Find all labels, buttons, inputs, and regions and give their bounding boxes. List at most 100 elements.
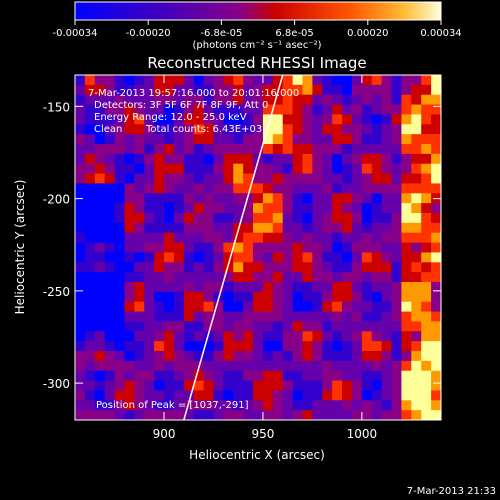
heatmap-cell	[282, 321, 294, 332]
heatmap-cell	[223, 84, 234, 96]
heatmap-cell	[322, 262, 333, 273]
heatmap-cell	[302, 242, 313, 253]
heatmap-cell	[134, 222, 145, 234]
heatmap-cell	[75, 232, 86, 244]
heatmap-cell	[193, 203, 205, 214]
plot-frame	[74, 74, 442, 421]
heatmap-cell	[401, 282, 412, 293]
heatmap-cell	[391, 331, 402, 342]
heatmap-cell	[302, 341, 313, 352]
heatmap-cell	[233, 301, 244, 313]
colorbar-tick-label: 0.00020	[347, 28, 388, 39]
heatmap-cell	[312, 203, 323, 214]
heatmap-cell	[361, 370, 373, 382]
heatmap-cell	[144, 104, 155, 115]
heatmap-cell	[342, 400, 353, 411]
heatmap-cell	[381, 232, 393, 244]
heatmap-cell	[371, 311, 383, 322]
heatmap-cell	[193, 321, 205, 332]
heatmap-cell	[253, 390, 264, 401]
heatmap-cell	[173, 252, 185, 263]
heatmap-cell	[253, 360, 264, 372]
heatmap-cell	[332, 242, 343, 253]
heatmap-cell	[104, 321, 116, 332]
heatmap-cell	[134, 124, 145, 135]
heatmap-cell	[253, 144, 264, 155]
heatmap-cell	[421, 321, 432, 332]
colorbar-tick-label: 6.8e-05	[275, 28, 313, 39]
heatmap-cell	[124, 252, 135, 263]
heatmap-cell	[431, 84, 442, 96]
heatmap-cell	[213, 262, 224, 273]
heatmap-cell	[411, 144, 422, 155]
heatmap-cell	[282, 390, 294, 401]
heatmap-cell	[223, 272, 234, 283]
heatmap-cell	[84, 163, 96, 175]
heatmap-cell	[391, 134, 402, 145]
heatmap-cell	[243, 134, 254, 145]
heatmap-cell	[203, 410, 214, 421]
heatmap-cell	[164, 153, 175, 165]
heatmap-cell	[193, 331, 205, 342]
heatmap-cell	[164, 114, 175, 125]
heatmap-cell	[431, 370, 442, 382]
heatmap-cell	[361, 242, 373, 253]
heatmap-cell	[401, 104, 412, 115]
heatmap-cell	[312, 84, 323, 96]
heatmap-cell	[312, 351, 323, 362]
heatmap-cell	[94, 262, 106, 273]
heatmap-cell	[322, 173, 333, 184]
heatmap-cell	[173, 341, 185, 352]
heatmap-cell	[371, 193, 383, 204]
heatmap-cell	[124, 341, 135, 352]
heatmap-cell	[411, 272, 422, 283]
heatmap-cell	[253, 114, 264, 125]
heatmap-cell	[282, 370, 294, 382]
heatmap-cell	[193, 75, 205, 86]
heatmap-cell	[75, 282, 86, 293]
heatmap-cell	[183, 341, 195, 352]
heatmap-cell	[322, 104, 333, 115]
heatmap-cell	[401, 173, 412, 184]
heatmap-cell	[173, 410, 185, 421]
heatmap-cell	[124, 321, 135, 332]
heatmap-cell	[391, 75, 402, 86]
heatmap-cell	[233, 262, 244, 273]
heatmap-cell	[262, 84, 274, 96]
heatmap-cell	[154, 390, 165, 401]
heatmap-cell	[134, 75, 145, 86]
heatmap-cell	[262, 282, 274, 293]
heatmap-cell	[282, 193, 294, 204]
heatmap-cell	[292, 183, 304, 194]
heatmap-cell	[342, 272, 353, 283]
heatmap-cell	[193, 84, 205, 96]
heatmap-cell	[253, 351, 264, 362]
heatmap-cell	[144, 232, 155, 244]
heatmap-cell	[213, 134, 224, 145]
heatmap-cell	[312, 163, 323, 175]
heatmap-cell	[124, 232, 135, 244]
heatmap-cell	[144, 183, 155, 194]
heatmap-cell	[302, 114, 313, 125]
heatmap-cell	[361, 213, 373, 224]
heatmap-cell	[322, 75, 333, 86]
heatmap-cell	[124, 213, 135, 224]
heatmap-cell	[421, 331, 432, 342]
heatmap-cell	[361, 75, 373, 86]
heatmap-cell	[253, 213, 264, 224]
heatmap-cell	[262, 272, 274, 283]
heatmap-cell	[144, 153, 155, 165]
heatmap-cell	[401, 124, 412, 135]
heatmap-cell	[223, 232, 234, 244]
heatmap-cell	[262, 163, 274, 175]
heatmap-cell	[164, 222, 175, 234]
heatmap-cell	[361, 291, 373, 303]
heatmap-cell	[114, 301, 125, 313]
heatmap-cell	[342, 104, 353, 115]
heatmap-cell	[124, 75, 135, 86]
heatmap-cell	[262, 213, 274, 224]
heatmap-cell	[401, 232, 412, 244]
heatmap-cell	[173, 370, 185, 382]
heatmap-cell	[351, 173, 363, 184]
heatmap-cell	[401, 183, 412, 194]
